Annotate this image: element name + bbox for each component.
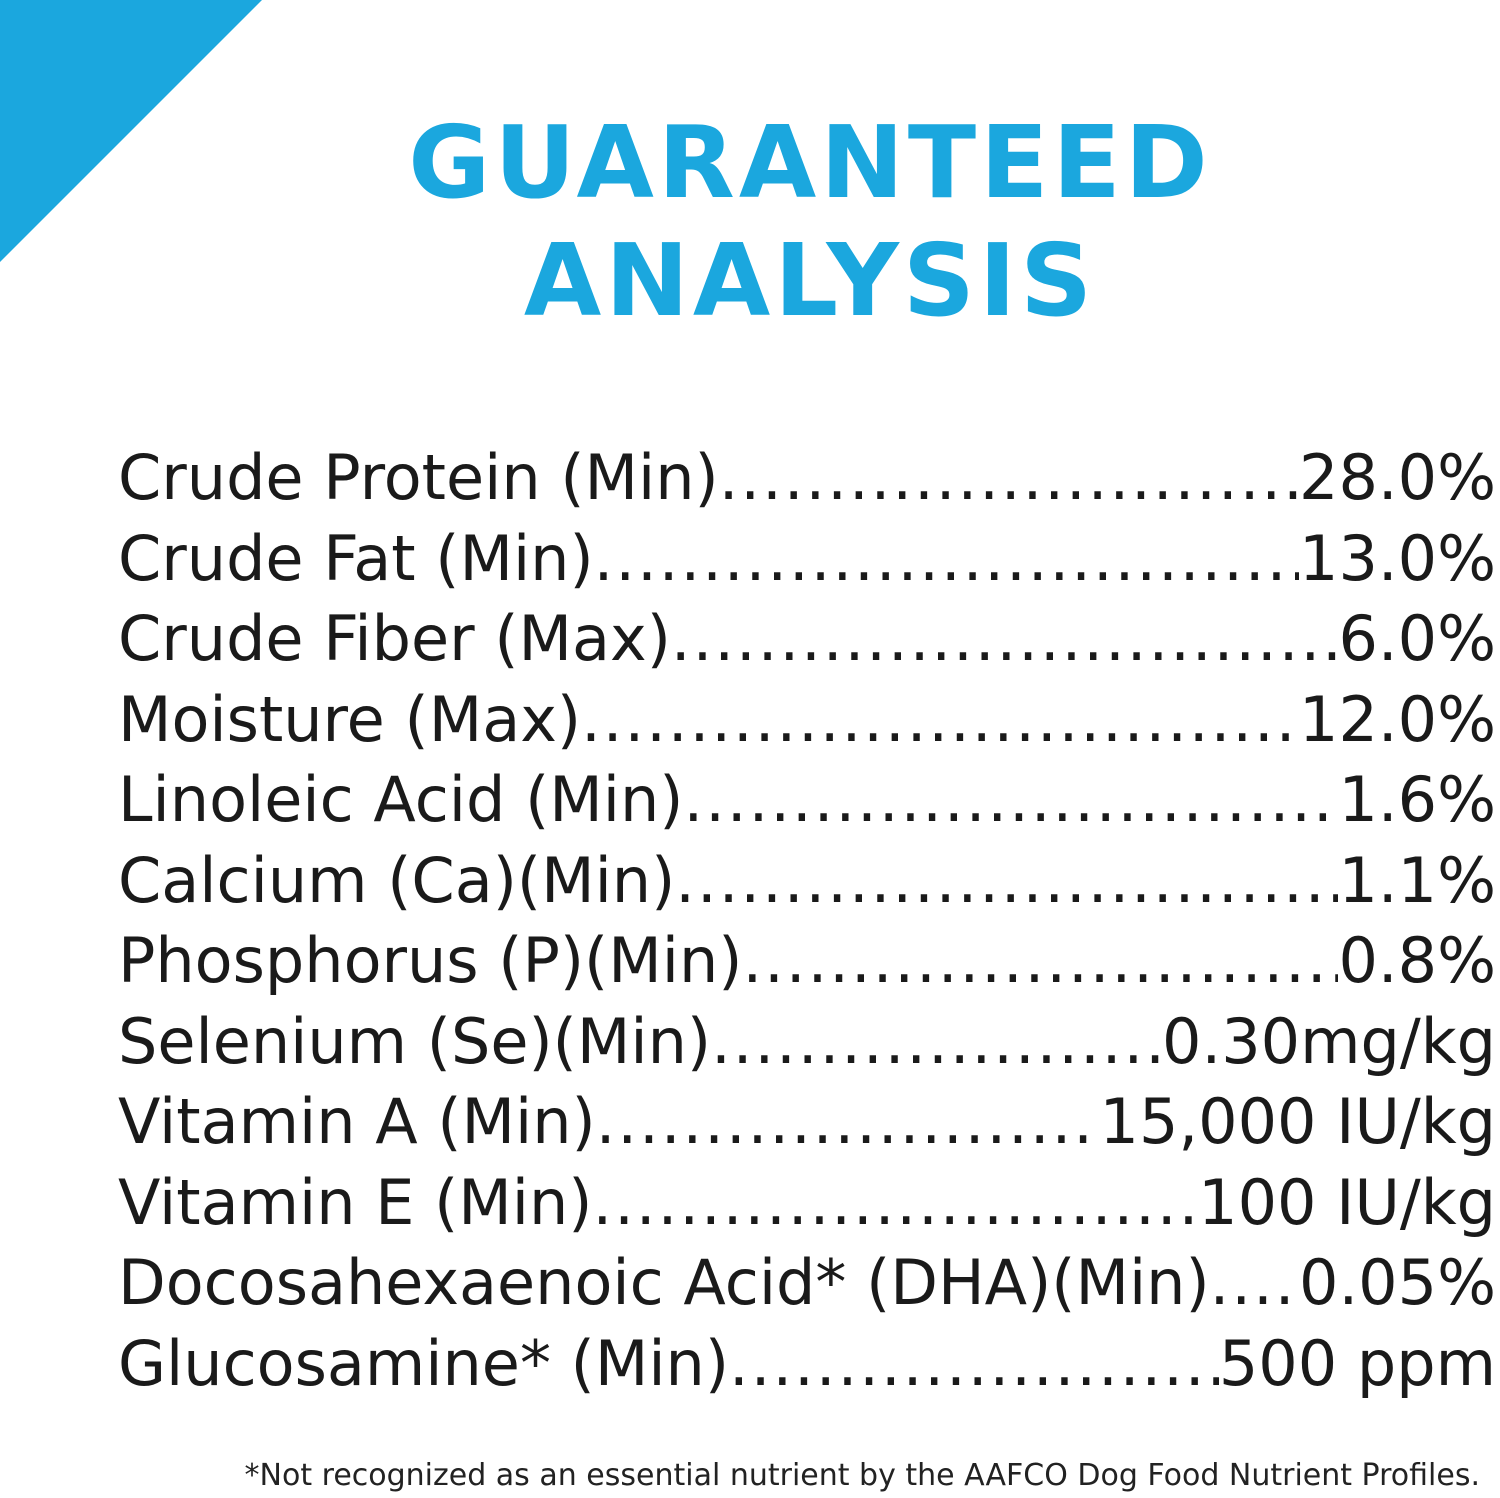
title-line-2: ANALYSIS <box>523 222 1097 339</box>
guaranteed-analysis-list: Crude Protein (Min) ....................… <box>118 438 1496 1404</box>
dot-leader: ........................................… <box>593 521 1299 595</box>
nutrient-label: Vitamin E (Min) <box>118 1165 593 1239</box>
nutrient-label: Glucosamine* (Min) <box>118 1326 730 1400</box>
footnote: *Not recognized as an essential nutrient… <box>244 1458 1480 1493</box>
nutrient-value: 1.6% <box>1338 763 1496 836</box>
nutrient-label: Crude Fat (Min) <box>118 521 594 595</box>
corner-accent-triangle <box>0 0 262 262</box>
analysis-row: Phosphorus (P)(Min) ....................… <box>118 921 1496 1002</box>
dot-leader: ........................................… <box>675 843 1339 917</box>
nutrient-label: Calcium (Ca)(Min) <box>118 843 676 917</box>
nutrient-label: Crude Protein (Min) <box>118 441 719 514</box>
nutrient-value: 0.8% <box>1338 924 1496 997</box>
analysis-row: Crude Fiber (Max) ......................… <box>118 599 1496 680</box>
dot-leader: ........................................… <box>592 1165 1199 1239</box>
analysis-row: Vitamin E (Min) ........................… <box>118 1163 1496 1244</box>
dot-leader: ........................................… <box>742 924 1338 997</box>
analysis-row: Moisture (Max) .........................… <box>118 680 1496 761</box>
nutrient-value: 13.0% <box>1299 521 1496 595</box>
dot-leader: ........................................… <box>729 1326 1219 1400</box>
dot-leader: ........................................… <box>670 602 1339 675</box>
dot-leader: ........................................… <box>718 441 1299 514</box>
nutrient-value: 0.05% <box>1299 1246 1496 1319</box>
dot-leader: ........................................… <box>683 763 1338 836</box>
dot-leader: ........................................… <box>711 1004 1163 1078</box>
nutrient-value: 28.0% <box>1299 441 1496 514</box>
analysis-row: Crude Protein (Min) ....................… <box>118 438 1496 519</box>
title-line-1: GUARANTEED <box>408 104 1212 221</box>
nutrient-label: Crude Fiber (Max) <box>118 602 671 675</box>
dot-leader: ........................................… <box>581 682 1299 756</box>
nutrient-value: 15,000 IU/kg <box>1099 1085 1496 1158</box>
nutrient-label: Linoleic Acid (Min) <box>118 763 684 836</box>
nutrient-label: Selenium (Se)(Min) <box>118 1004 712 1078</box>
nutrient-value: 500 ppm <box>1218 1326 1496 1400</box>
nutrient-value: 0.30mg/kg <box>1162 1004 1496 1078</box>
nutrient-label: Phosphorus (P)(Min) <box>118 924 743 997</box>
analysis-row: Glucosamine* (Min) .....................… <box>118 1324 1496 1405</box>
analysis-row: Docosahexaenoic Acid* (DHA)(Min) .......… <box>118 1243 1496 1324</box>
analysis-row: Selenium (Se)(Min) .....................… <box>118 1002 1496 1083</box>
nutrient-value: 1.1% <box>1338 843 1496 917</box>
dot-leader: ........................................… <box>1209 1246 1299 1319</box>
dot-leader: ........................................… <box>595 1085 1100 1158</box>
nutrient-value: 100 IU/kg <box>1198 1165 1496 1239</box>
analysis-row: Calcium (Ca)(Min) ......................… <box>118 841 1496 922</box>
analysis-row: Vitamin A (Min) ........................… <box>118 1082 1496 1163</box>
analysis-row: Linoleic Acid (Min) ....................… <box>118 760 1496 841</box>
analysis-row: Crude Fat (Min) ........................… <box>118 519 1496 600</box>
nutrient-label: Vitamin A (Min) <box>118 1085 596 1158</box>
nutrient-label: Moisture (Max) <box>118 682 582 756</box>
nutrient-value: 12.0% <box>1299 682 1496 756</box>
nutrient-label: Docosahexaenoic Acid* (DHA)(Min) <box>118 1246 1210 1319</box>
page-title: GUARANTEED ANALYSIS <box>0 104 1500 340</box>
nutrient-value: 6.0% <box>1338 602 1496 675</box>
